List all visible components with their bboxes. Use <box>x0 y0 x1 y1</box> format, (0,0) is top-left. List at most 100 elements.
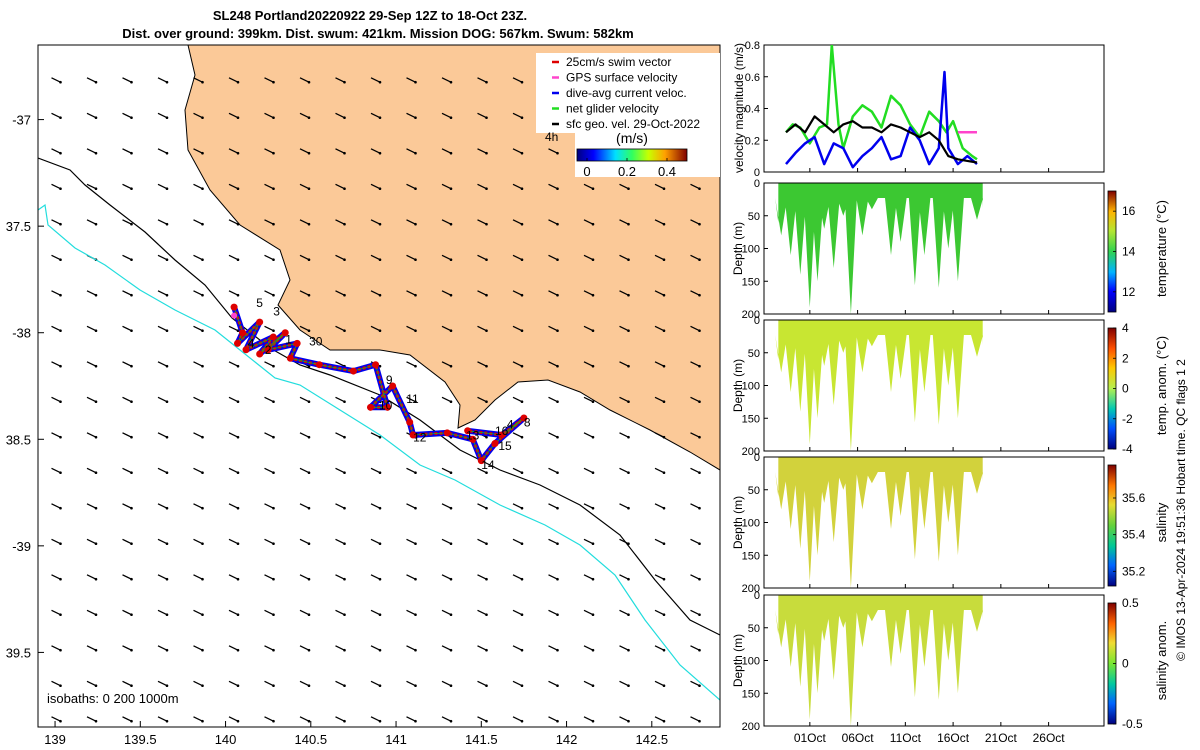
surface-arrow-head <box>130 435 133 439</box>
surface-arrow-head <box>59 293 62 297</box>
surface-velocity-arrows <box>51 77 701 723</box>
surface-arrow-head <box>449 222 453 226</box>
surface-arrow-head <box>662 506 666 510</box>
surface-arrow <box>193 112 203 119</box>
surface-arrow-head <box>662 258 666 262</box>
surface-arrow-head <box>94 364 98 368</box>
surface-arrow <box>477 396 487 403</box>
surface-arrow <box>370 219 381 225</box>
surface-arrow <box>477 645 487 651</box>
surface-arrow-head <box>165 435 169 439</box>
surface-arrow <box>512 396 523 403</box>
surface-arrow-head <box>662 187 666 190</box>
surface-arrow-head <box>698 471 701 475</box>
surface-arrow <box>548 432 558 438</box>
surface-arrow-head <box>414 400 417 404</box>
section-y-tick-label: 100 <box>742 381 760 393</box>
surface-arrow <box>548 503 558 509</box>
surface-arrow-head <box>662 648 666 652</box>
surface-arrow-head <box>59 258 62 262</box>
surface-arrow <box>441 219 452 225</box>
day-label: 2 <box>265 343 272 357</box>
section-panel: 0 50 100 150 200 Depth (m) -0.5 0 0.5 salinity an… <box>731 590 1169 733</box>
surface-arrow-head <box>414 684 417 687</box>
track-point <box>366 403 374 411</box>
surface-arrow-head <box>307 258 311 262</box>
surface-arrow-head <box>449 506 453 510</box>
surface-arrow <box>370 503 381 509</box>
surface-arrow <box>335 183 345 190</box>
surface-arrow <box>406 219 416 225</box>
surface-arrow <box>548 183 558 190</box>
surface-arrow <box>193 609 203 616</box>
surface-arrow <box>370 254 381 261</box>
surface-arrow <box>299 432 310 438</box>
surface-arrow <box>654 396 665 403</box>
legend-entry: 25cm/s swim vector <box>566 55 671 69</box>
surface-arrow <box>477 254 487 261</box>
surface-arrow <box>122 538 132 545</box>
day-label: 10 <box>379 398 393 412</box>
surface-arrow-head <box>662 613 666 616</box>
colorbar-tick-label: 0.2 <box>618 164 636 179</box>
surface-arrow <box>335 219 345 225</box>
surface-arrow <box>299 290 310 296</box>
surface-arrow <box>122 645 132 651</box>
surface-arrow-head <box>165 542 169 545</box>
map-x-tick-label: 142 <box>556 732 578 747</box>
surface-arrow-head <box>343 400 346 404</box>
legend-scale-label: 4h <box>545 130 558 144</box>
surface-arrow <box>335 609 345 616</box>
surface-arrow <box>690 432 700 438</box>
surface-arrow-head <box>378 151 382 155</box>
surface-arrow-head <box>556 506 559 510</box>
surface-arrow <box>619 396 629 403</box>
surface-arrow <box>157 645 168 651</box>
surface-arrow-head <box>591 506 595 510</box>
surface-arrow-head <box>449 613 453 616</box>
day-label: 13 <box>466 428 480 442</box>
surface-arrow-head <box>201 329 204 333</box>
surface-arrow-head <box>662 293 666 297</box>
surface-arrow-head <box>520 684 524 687</box>
surface-arrow-head <box>414 577 417 581</box>
surface-arrow <box>406 538 416 545</box>
surface-arrow-head <box>343 648 346 652</box>
colorbar-title: (m/s) <box>616 130 648 146</box>
section-ylabel: Depth (m) <box>731 496 745 549</box>
surface-arrow <box>370 183 381 190</box>
track-point <box>349 367 357 375</box>
surface-arrow <box>441 716 452 722</box>
surface-arrow-head <box>307 506 311 510</box>
surface-arrow <box>690 467 700 474</box>
section-colorbar-tick-label: 0 <box>1122 382 1129 396</box>
surface-arrow-head <box>662 542 666 545</box>
surface-arrow <box>228 467 239 474</box>
surface-arrow <box>406 467 416 474</box>
surface-arrow-head <box>236 542 240 545</box>
surface-arrow-head <box>627 187 630 190</box>
surface-arrow-head <box>627 613 630 616</box>
surface-arrow <box>406 290 416 296</box>
surface-arrow <box>654 574 665 580</box>
surface-arrow-head <box>272 400 275 404</box>
surface-arrow <box>441 77 452 83</box>
surface-arrow <box>548 254 558 261</box>
surface-arrow <box>619 609 629 616</box>
surface-arrow <box>122 148 132 154</box>
surface-arrow-head <box>698 222 701 226</box>
surface-arrow-head <box>272 613 275 616</box>
map-y-tick-label: 37.5 <box>6 219 31 234</box>
colorbar-tick-label: 0.4 <box>658 164 676 179</box>
surface-arrow-head <box>520 506 524 510</box>
surface-arrow-head <box>130 258 133 262</box>
surface-arrow-head <box>343 613 346 616</box>
surface-arrow-head <box>236 471 240 475</box>
surface-arrow <box>548 467 558 474</box>
surface-arrow-head <box>307 648 311 652</box>
surface-arrow <box>370 467 381 474</box>
map-x-tick-label: 142.5 <box>636 732 669 747</box>
surface-arrow-head <box>272 506 275 510</box>
surface-arrow-head <box>556 648 559 652</box>
surface-arrow-head <box>343 258 346 262</box>
